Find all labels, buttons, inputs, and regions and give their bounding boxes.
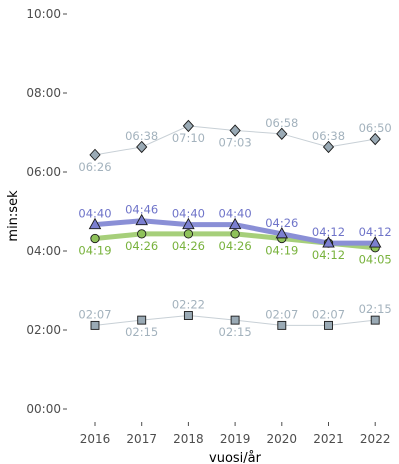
data-label: 02:07 [312, 307, 345, 321]
point-diamond [276, 127, 288, 140]
y-tick-label: 08:00 [26, 86, 61, 100]
data-label: 06:50 [359, 121, 392, 135]
data-label: 07:03 [219, 136, 252, 150]
x-tick-label: 2017 [126, 432, 157, 446]
data-label: 02:07 [265, 307, 298, 321]
point-square [183, 311, 193, 320]
data-label: 02:22 [172, 298, 205, 312]
data-label: 04:19 [78, 243, 111, 257]
x-tick-label: 2019 [220, 432, 251, 446]
x-axis: 2016 2017 2018 2019 2020 2021 2022 [80, 422, 391, 446]
y-tick-label: 02:00 [26, 323, 61, 337]
data-label: 04:26 [265, 216, 298, 230]
data-label: 04:05 [359, 253, 392, 267]
data-label: 04:46 [125, 203, 158, 217]
point-triangle [275, 226, 289, 239]
data-label: 04:26 [172, 239, 205, 253]
point-circle [183, 229, 194, 239]
y-axis-title: min:sek [6, 190, 21, 242]
y-tick-label: 06:00 [26, 165, 61, 179]
x-axis-title: vuosi/år [209, 451, 262, 464]
point-square [277, 320, 287, 330]
series-layer: 06:26 06:38 07:10 07:03 06:58 06:38 06:50 02:07… [78, 116, 391, 339]
data-label: 04:26 [219, 239, 252, 253]
data-label: 04:12 [312, 225, 345, 239]
data-label: 06:38 [312, 129, 345, 143]
data-label: 04:19 [265, 243, 298, 257]
point-diamond [89, 148, 101, 162]
data-label: 02:07 [78, 307, 111, 321]
point-square [90, 320, 100, 330]
point-triangle [88, 217, 102, 230]
point-triangle [368, 236, 382, 248]
point-circle [230, 229, 240, 239]
data-label: 07:10 [172, 131, 205, 145]
data-label: 04:12 [312, 248, 345, 262]
point-diamond [136, 140, 148, 154]
x-tick-label: 2020 [267, 432, 298, 446]
y-tick-label: 00:00 [26, 402, 61, 416]
data-label: 04:40 [219, 207, 252, 221]
x-tick-label: 2022 [360, 432, 391, 446]
x-tick-label: 2021 [313, 432, 344, 446]
point-circle [137, 229, 147, 239]
data-label: 02:15 [359, 302, 392, 316]
point-diamond [322, 140, 335, 154]
x-tick-label: 2018 [173, 432, 204, 446]
data-label: 04:12 [359, 225, 392, 239]
point-diamond [369, 132, 381, 146]
data-label: 06:58 [265, 116, 298, 130]
data-label: 06:38 [125, 129, 158, 143]
data-label: 04:40 [172, 207, 205, 221]
point-square [324, 320, 333, 330]
data-label: 04:40 [78, 207, 111, 221]
point-triangle [135, 213, 148, 226]
data-label: 04:26 [125, 239, 158, 253]
point-triangle [228, 217, 242, 230]
point-square [370, 315, 380, 325]
point-diamond [229, 124, 241, 137]
y-axis: 00:00 02:00 04:00 06:00 08:00 10:00 [26, 7, 67, 416]
data-label: 02:15 [125, 325, 158, 339]
data-label: 02:15 [219, 325, 252, 339]
point-square [230, 315, 240, 325]
y-tick-label: 10:00 [26, 7, 61, 21]
x-tick-label: 2016 [80, 432, 111, 446]
point-triangle [182, 217, 195, 230]
point-square [137, 315, 147, 325]
y-tick-label: 04:00 [26, 244, 61, 258]
data-label: 06:26 [78, 160, 111, 174]
point-circle [90, 233, 100, 244]
point-diamond [182, 119, 195, 133]
point-triangle [322, 236, 335, 248]
